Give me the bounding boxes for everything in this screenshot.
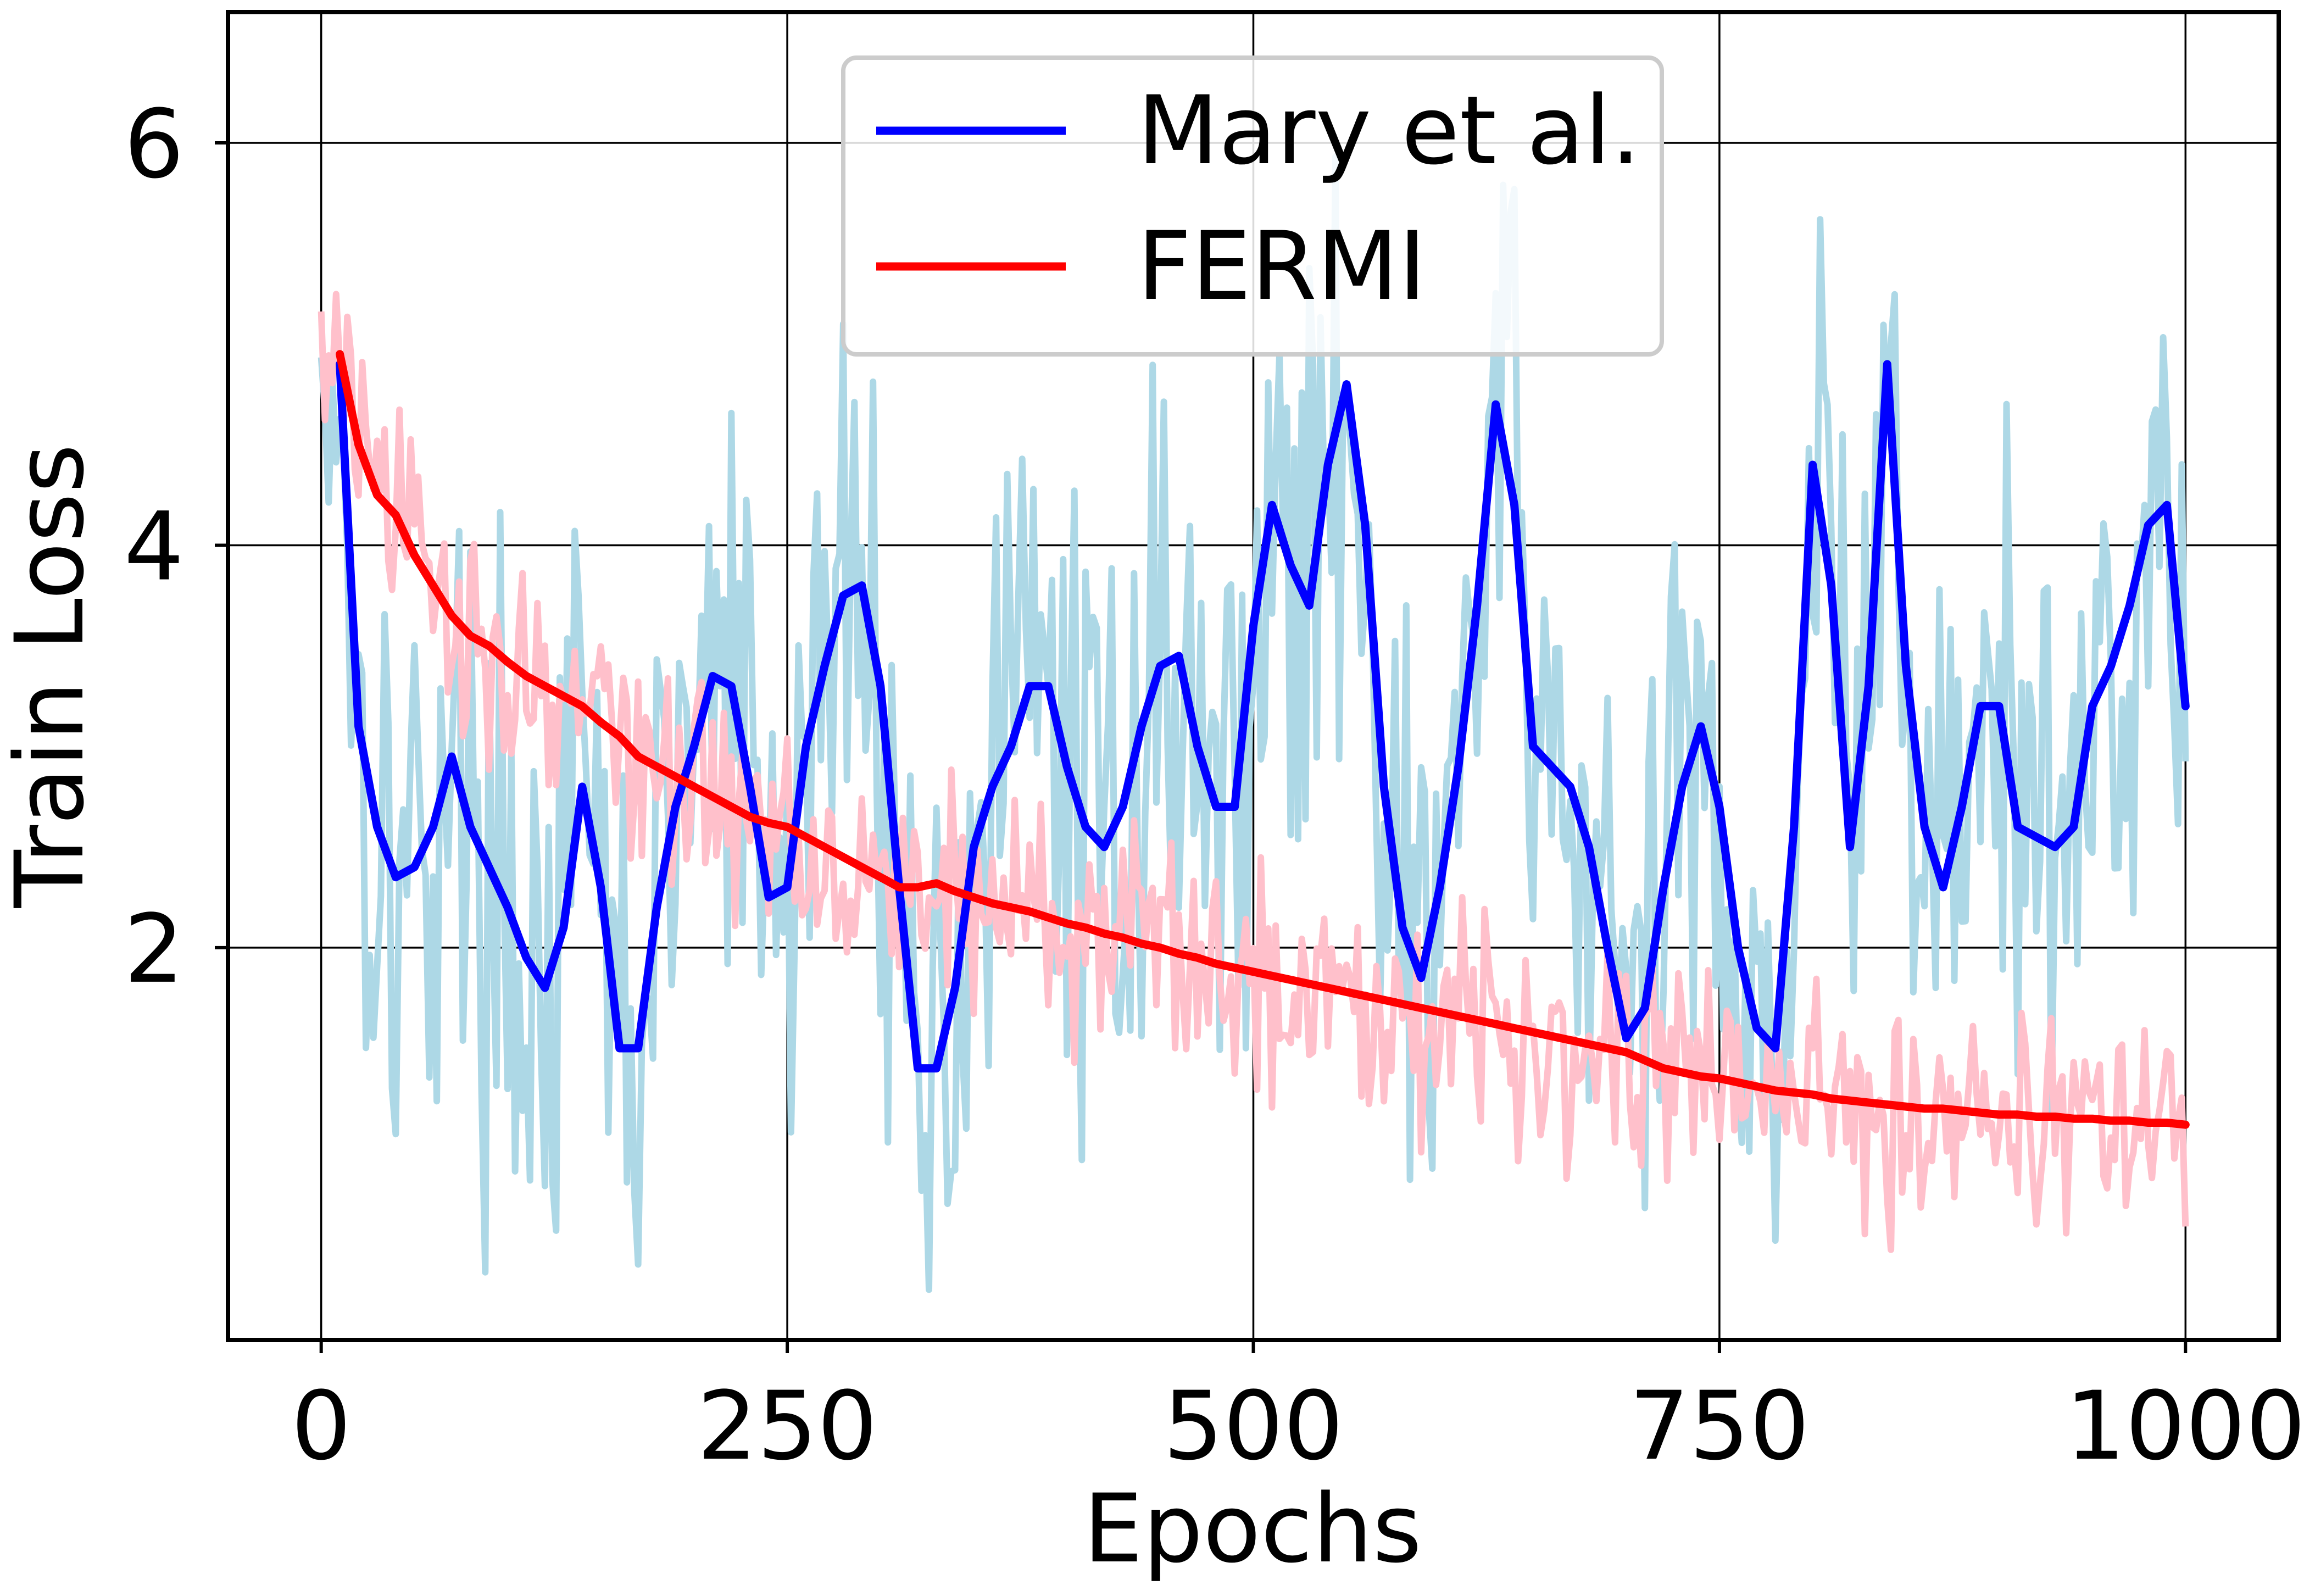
data-point-fermi bbox=[1309, 983, 1310, 985]
data-point-mary-et-al bbox=[787, 887, 788, 888]
legend-label-fermi: FERMI bbox=[1137, 211, 1426, 321]
data-point-fermi bbox=[656, 766, 657, 767]
raw-line-fermi bbox=[318, 291, 2189, 1253]
data-point-mary-et-al bbox=[861, 585, 862, 586]
data-point-fermi bbox=[563, 696, 564, 697]
data-point-mary-et-al bbox=[656, 907, 657, 908]
data-point-fermi bbox=[1943, 1108, 1944, 1109]
data-point-mary-et-al bbox=[1290, 565, 1291, 566]
x-tick-label: 750 bbox=[1629, 1371, 1810, 1481]
series-line-mary-et-al bbox=[336, 360, 2190, 1073]
data-point-mary-et-al bbox=[1197, 746, 1198, 747]
data-point-mary-et-al bbox=[917, 1068, 919, 1069]
data-point-mary-et-al bbox=[1495, 404, 1496, 405]
data-point-fermi bbox=[358, 444, 359, 445]
data-point-mary-et-al bbox=[936, 1068, 937, 1069]
y-tick-label: 2 bbox=[124, 894, 184, 1004]
data-point-fermi bbox=[973, 897, 974, 898]
data-point-fermi bbox=[1234, 967, 1236, 968]
legend: Mary et al. FERMI bbox=[841, 55, 1664, 357]
data-point-fermi bbox=[2129, 1120, 2130, 1121]
data-point-mary-et-al bbox=[992, 786, 993, 787]
y-tick-label: 6 bbox=[124, 89, 184, 199]
data-point-fermi bbox=[2147, 1122, 2149, 1123]
ticks: 0 250 500 750 1000 2 4 6 bbox=[124, 89, 2304, 1481]
data-point-mary-et-al bbox=[600, 887, 602, 888]
x-tick-label: 500 bbox=[1163, 1371, 1343, 1481]
data-point-fermi bbox=[1178, 953, 1179, 954]
data-point-mary-et-al bbox=[1943, 887, 1944, 888]
data-point-mary-et-al bbox=[619, 1048, 620, 1049]
data-point-fermi bbox=[1439, 1011, 1440, 1013]
data-point-mary-et-al bbox=[1551, 766, 1552, 767]
data-point-mary-et-al bbox=[1980, 705, 1981, 707]
smoothed-curves bbox=[336, 350, 2190, 1129]
data-point-fermi bbox=[1663, 1068, 1664, 1069]
data-point-fermi bbox=[1104, 933, 1105, 934]
data-point-mary-et-al bbox=[2129, 605, 2130, 606]
y-axis-label: Train Loss bbox=[0, 444, 105, 909]
data-point-mary-et-al bbox=[2185, 705, 2186, 707]
x-tick-label: 0 bbox=[291, 1371, 351, 1481]
data-point-mary-et-al bbox=[358, 726, 359, 727]
data-point-mary-et-al bbox=[1253, 625, 1254, 626]
x-tick-label: 250 bbox=[697, 1371, 877, 1481]
data-point-fermi bbox=[1831, 1098, 1832, 1099]
legend-label-mary-et-al: Mary et al. bbox=[1137, 75, 1641, 186]
data-point-fermi bbox=[1607, 1048, 1608, 1049]
data-point-fermi bbox=[1048, 917, 1049, 918]
x-axis-label: Epochs bbox=[1083, 1473, 1422, 1584]
data-point-mary-et-al bbox=[1458, 766, 1459, 767]
data-point-mary-et-al bbox=[1999, 705, 2000, 707]
data-point-fermi bbox=[619, 736, 620, 737]
data-point-mary-et-al bbox=[1309, 605, 1310, 606]
data-point-fermi bbox=[1253, 971, 1254, 972]
data-point-mary-et-al bbox=[1346, 384, 1347, 385]
data-point-fermi bbox=[1999, 1114, 2000, 1115]
series-line-fermi bbox=[336, 350, 2190, 1129]
data-point-fermi bbox=[1551, 1036, 1552, 1037]
data-point-mary-et-al bbox=[1439, 887, 1440, 888]
data-point-mary-et-al bbox=[1570, 786, 1571, 787]
data-point-mary-et-al bbox=[1775, 1048, 1776, 1049]
data-point-fermi bbox=[1886, 1104, 1888, 1105]
data-point-fermi bbox=[1868, 1102, 1869, 1103]
data-point-fermi bbox=[1029, 911, 1030, 912]
data-point-fermi bbox=[1122, 937, 1123, 938]
data-point-mary-et-al bbox=[1178, 655, 1179, 657]
data-point-fermi bbox=[1775, 1090, 1776, 1091]
y-tick-label: 4 bbox=[124, 491, 184, 602]
data-point-fermi bbox=[1812, 1094, 1813, 1095]
data-point-fermi bbox=[917, 887, 919, 888]
x-tick-label: 1000 bbox=[2065, 1371, 2304, 1481]
data-point-fermi bbox=[1756, 1086, 1757, 1087]
data-point-fermi bbox=[1924, 1108, 1925, 1109]
data-point-mary-et-al bbox=[1682, 786, 1683, 787]
data-point-fermi bbox=[2017, 1114, 2018, 1115]
data-point-fermi bbox=[1570, 1039, 1571, 1041]
data-point-fermi bbox=[1495, 1024, 1496, 1025]
data-point-fermi bbox=[675, 776, 676, 777]
data-point-mary-et-al bbox=[1831, 585, 1832, 586]
data-point-fermi bbox=[1626, 1052, 1627, 1053]
data-point-fermi bbox=[992, 903, 993, 904]
data-point-mary-et-al bbox=[1607, 947, 1608, 948]
data-point-mary-et-al bbox=[1663, 887, 1664, 888]
data-point-fermi bbox=[1141, 943, 1142, 944]
data-point-mary-et-al bbox=[1141, 726, 1142, 727]
data-point-mary-et-al bbox=[563, 927, 564, 928]
